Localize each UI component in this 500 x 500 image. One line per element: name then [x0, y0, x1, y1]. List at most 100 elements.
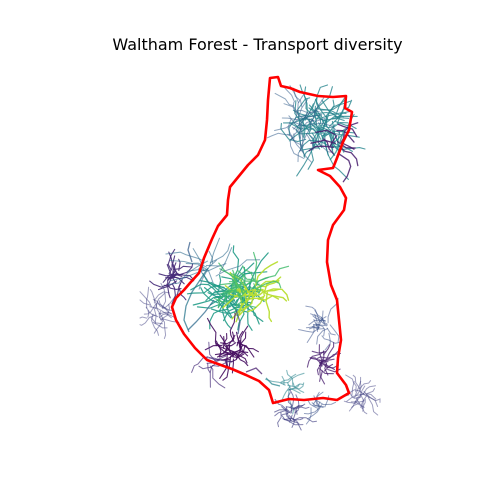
- street-segment: [145, 306, 159, 318]
- street-segment: [291, 408, 297, 428]
- street-segment: [285, 408, 293, 422]
- street-network-walthamstow-north: [165, 237, 261, 290]
- street-segment: [239, 325, 249, 351]
- street-segment: [231, 350, 249, 354]
- street-segment: [245, 306, 260, 325]
- street-segment: [257, 280, 282, 289]
- street-segment: [293, 417, 317, 423]
- street-segment: [223, 335, 234, 353]
- street-segment: [139, 316, 148, 319]
- street-segment: [173, 265, 193, 270]
- street-segment: [242, 265, 260, 286]
- street-segment: [239, 273, 245, 294]
- street-segment: [209, 243, 231, 263]
- street-segment: [253, 251, 258, 282]
- street-segment: [139, 291, 152, 308]
- street-segment: [358, 380, 372, 390]
- street-segment: [296, 138, 315, 177]
- street-segment: [217, 274, 222, 293]
- street-segment: [147, 310, 150, 318]
- street-segment: [315, 391, 320, 407]
- street-segment: [331, 117, 345, 122]
- street-segment: [367, 397, 379, 416]
- street-segment: [145, 286, 150, 309]
- street-segment: [323, 344, 331, 356]
- street-segment: [281, 114, 306, 121]
- street-segment: [319, 361, 336, 371]
- street-network-leytonstone-east: [306, 342, 342, 385]
- street-segment: [153, 317, 164, 334]
- street-segment: [215, 259, 261, 277]
- street-segment: [261, 290, 280, 300]
- street-segment: [313, 125, 323, 135]
- street-segment: [303, 403, 323, 415]
- street-segment: [321, 99, 339, 119]
- street-segment: [286, 382, 301, 394]
- street-segment: [312, 323, 326, 337]
- street-segment: [230, 351, 241, 363]
- street-segment: [172, 255, 176, 278]
- route-line: [265, 377, 281, 387]
- street-segment: [293, 87, 303, 108]
- street-segment: [334, 95, 347, 118]
- street-segment: [266, 132, 292, 139]
- street-segment: [253, 283, 260, 294]
- street-segment: [325, 98, 347, 127]
- street-segment: [316, 399, 337, 406]
- street-segment: [226, 342, 237, 347]
- street-segment: [160, 282, 167, 309]
- street-segment: [149, 274, 174, 288]
- street-segment: [343, 400, 357, 405]
- street-segment: [162, 319, 167, 339]
- street-segment: [178, 258, 181, 272]
- street-segment: [176, 283, 181, 297]
- street-network-west-edge: [149, 248, 195, 305]
- street-segment: [318, 122, 330, 131]
- street-segment: [306, 350, 325, 368]
- street-segment: [324, 332, 331, 351]
- route-line: [235, 309, 241, 335]
- street-segment: [254, 276, 282, 291]
- street-segment: [213, 289, 237, 303]
- street-segment: [299, 119, 315, 139]
- street-segment: [200, 287, 219, 304]
- street-segment: [196, 303, 220, 309]
- street-segment: [337, 140, 356, 149]
- street-segment: [346, 389, 366, 396]
- street-segment: [356, 397, 368, 415]
- street-segment: [192, 296, 224, 306]
- street-segment: [301, 118, 306, 139]
- street-segment: [149, 289, 156, 304]
- street-network-leytonstone-south: [274, 388, 317, 431]
- street-segment: [208, 341, 216, 362]
- street-segment: [308, 107, 322, 140]
- street-segment: [305, 117, 326, 122]
- street-segment: [209, 365, 226, 389]
- street-segment: [297, 125, 304, 163]
- street-segment: [297, 99, 308, 119]
- street-segment: [219, 334, 235, 357]
- street-segment: [289, 133, 305, 159]
- street-segment: [198, 268, 210, 285]
- street-segment: [310, 139, 336, 145]
- borough-boundary: [170, 75, 354, 405]
- street-segment: [286, 369, 294, 387]
- street-segment: [237, 270, 252, 281]
- street-segment: [287, 119, 293, 140]
- street-segment: [308, 97, 325, 127]
- street-segment: [257, 265, 290, 282]
- route-line: [183, 267, 209, 333]
- street-segment: [222, 352, 229, 381]
- street-segment: [207, 363, 211, 374]
- route-line: [187, 241, 193, 263]
- street-segment: [362, 385, 376, 396]
- street-segment: [321, 335, 341, 344]
- street-segment: [322, 115, 358, 133]
- street-segment: [154, 291, 170, 301]
- street-segment: [294, 95, 304, 120]
- street-segment: [229, 312, 236, 343]
- street-segment: [204, 344, 223, 351]
- street-segment: [318, 125, 329, 156]
- street-segment: [166, 283, 182, 290]
